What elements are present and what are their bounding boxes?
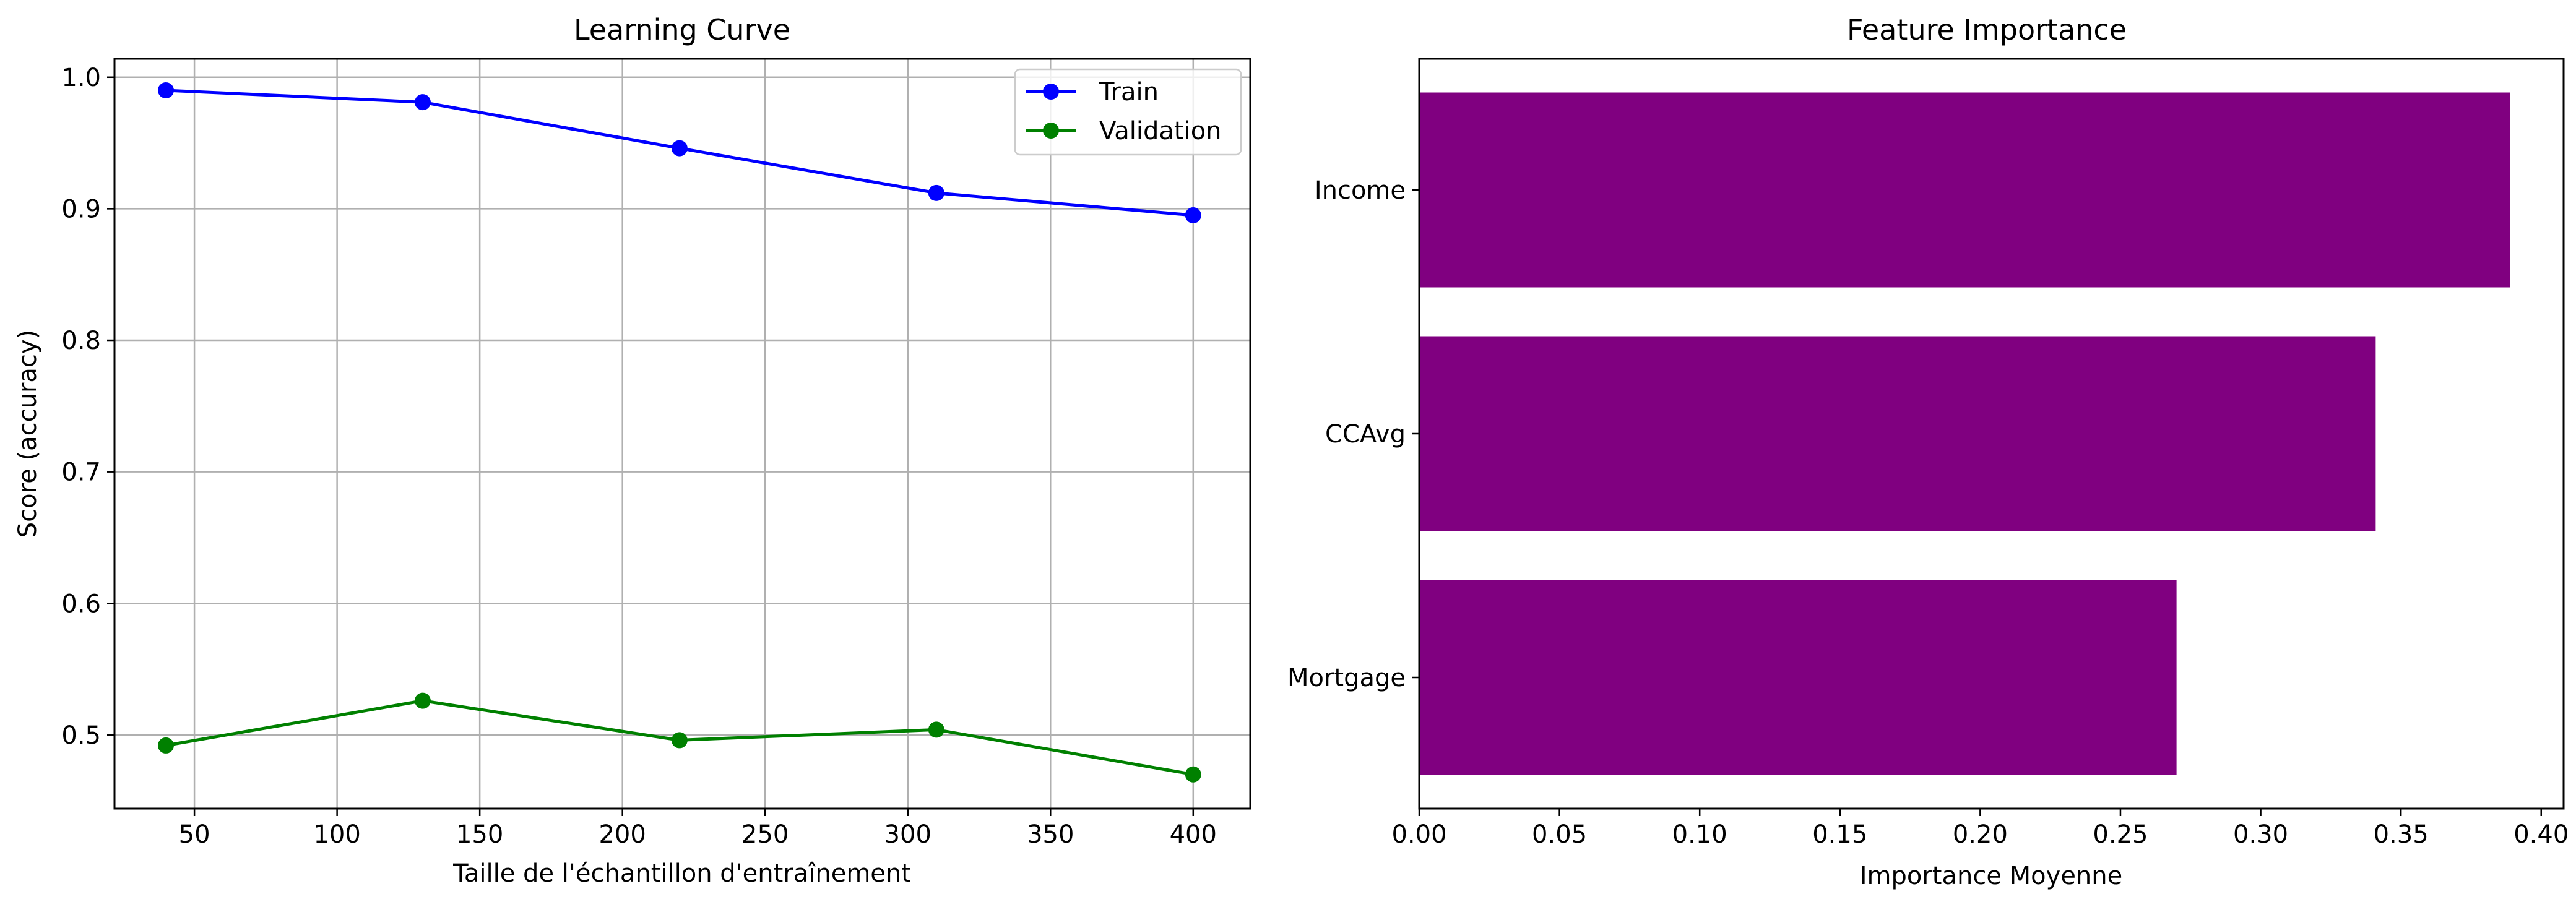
- x-tick-label: 350: [1027, 820, 1074, 849]
- category-label-income: Income: [1315, 176, 1406, 205]
- y-tick-label: 0.6: [61, 590, 101, 618]
- y-tick-label: 0.9: [61, 195, 101, 223]
- validation-data-point: [671, 732, 688, 749]
- y-tick-label: 0.8: [61, 327, 101, 355]
- x-tick-label: 100: [313, 820, 360, 849]
- feature-importance-bars: [1419, 92, 2510, 775]
- y-tick-label: 0.5: [61, 721, 101, 750]
- learning-curve-x-ticks: 50 100 150 200 250 300 350 400: [179, 809, 1217, 849]
- learning-curve-y-axis-label: Score (accuracy): [14, 330, 42, 538]
- legend-validation-label: Validation: [1099, 117, 1222, 145]
- y-tick-label: 0.7: [61, 458, 101, 487]
- learning-curve-title: Learning Curve: [574, 13, 790, 46]
- learning-curve-axes-frame: [113, 58, 1251, 810]
- x-tick-label: 50: [179, 820, 210, 849]
- legend-train-marker: [1043, 84, 1059, 100]
- train-data-point: [1185, 207, 1201, 224]
- x-tick-label: 0.10: [1672, 820, 1727, 849]
- x-tick-label: 0.25: [2093, 820, 2148, 849]
- learning-curve-y-ticks: 0.5 0.6 0.7 0.8 0.9 1.0: [61, 64, 115, 750]
- x-tick-label: 300: [884, 820, 931, 849]
- bar-income: [1419, 92, 2510, 288]
- category-label-ccavg: CCAvg: [1325, 420, 1406, 449]
- validation-data-point: [1185, 766, 1201, 783]
- feature-importance-x-axis-label: Importance Moyenne: [1860, 862, 2123, 890]
- bar-mortgage: [1419, 580, 2177, 775]
- train-data-point: [671, 140, 688, 157]
- x-tick-label: 0.05: [1532, 820, 1587, 849]
- y-tick-label: 1.0: [61, 64, 101, 92]
- x-tick-label: 150: [456, 820, 503, 849]
- x-tick-label: 0.35: [2374, 820, 2429, 849]
- feature-importance-title: Feature Importance: [1847, 13, 2127, 46]
- learning-curve-grid: [115, 59, 1250, 809]
- train-data-point: [928, 184, 944, 201]
- validation-data-point: [157, 737, 174, 754]
- validation-data-point: [414, 692, 431, 709]
- x-tick-label: 250: [741, 820, 789, 849]
- x-tick-label: 0.30: [2233, 820, 2288, 849]
- x-tick-label: 0.00: [1391, 820, 1446, 849]
- learning-curve-series: [157, 82, 1201, 783]
- feature-importance-chart: Feature Importance 0.00 0.05 0.10 0.15 0.20 0…: [1287, 13, 2569, 890]
- feature-importance-y-ticks: Mortgage CCAvg Income: [1287, 176, 1419, 692]
- x-tick-label: 400: [1170, 820, 1217, 849]
- bar-ccavg: [1419, 336, 2376, 531]
- learning-curve-x-axis-label: Taille de l'échantillon d'entraînement: [452, 859, 911, 888]
- validation-data-point: [928, 721, 944, 738]
- train-data-point: [414, 94, 431, 111]
- legend-validation-marker: [1043, 123, 1059, 139]
- x-tick-label: 0.15: [1812, 820, 1867, 849]
- category-label-mortgage: Mortgage: [1287, 664, 1406, 692]
- x-tick-label: 0.20: [1953, 820, 2008, 849]
- x-tick-label: 0.40: [2513, 820, 2569, 849]
- learning-curve-legend: Train Validation: [1014, 68, 1242, 156]
- x-tick-label: 200: [599, 820, 646, 849]
- train-data-point: [157, 82, 174, 99]
- legend-train-label: Train: [1099, 78, 1159, 106]
- feature-importance-x-ticks: 0.00 0.05 0.10 0.15 0.20 0.25 0.30 0.35 0.40: [1391, 809, 2569, 849]
